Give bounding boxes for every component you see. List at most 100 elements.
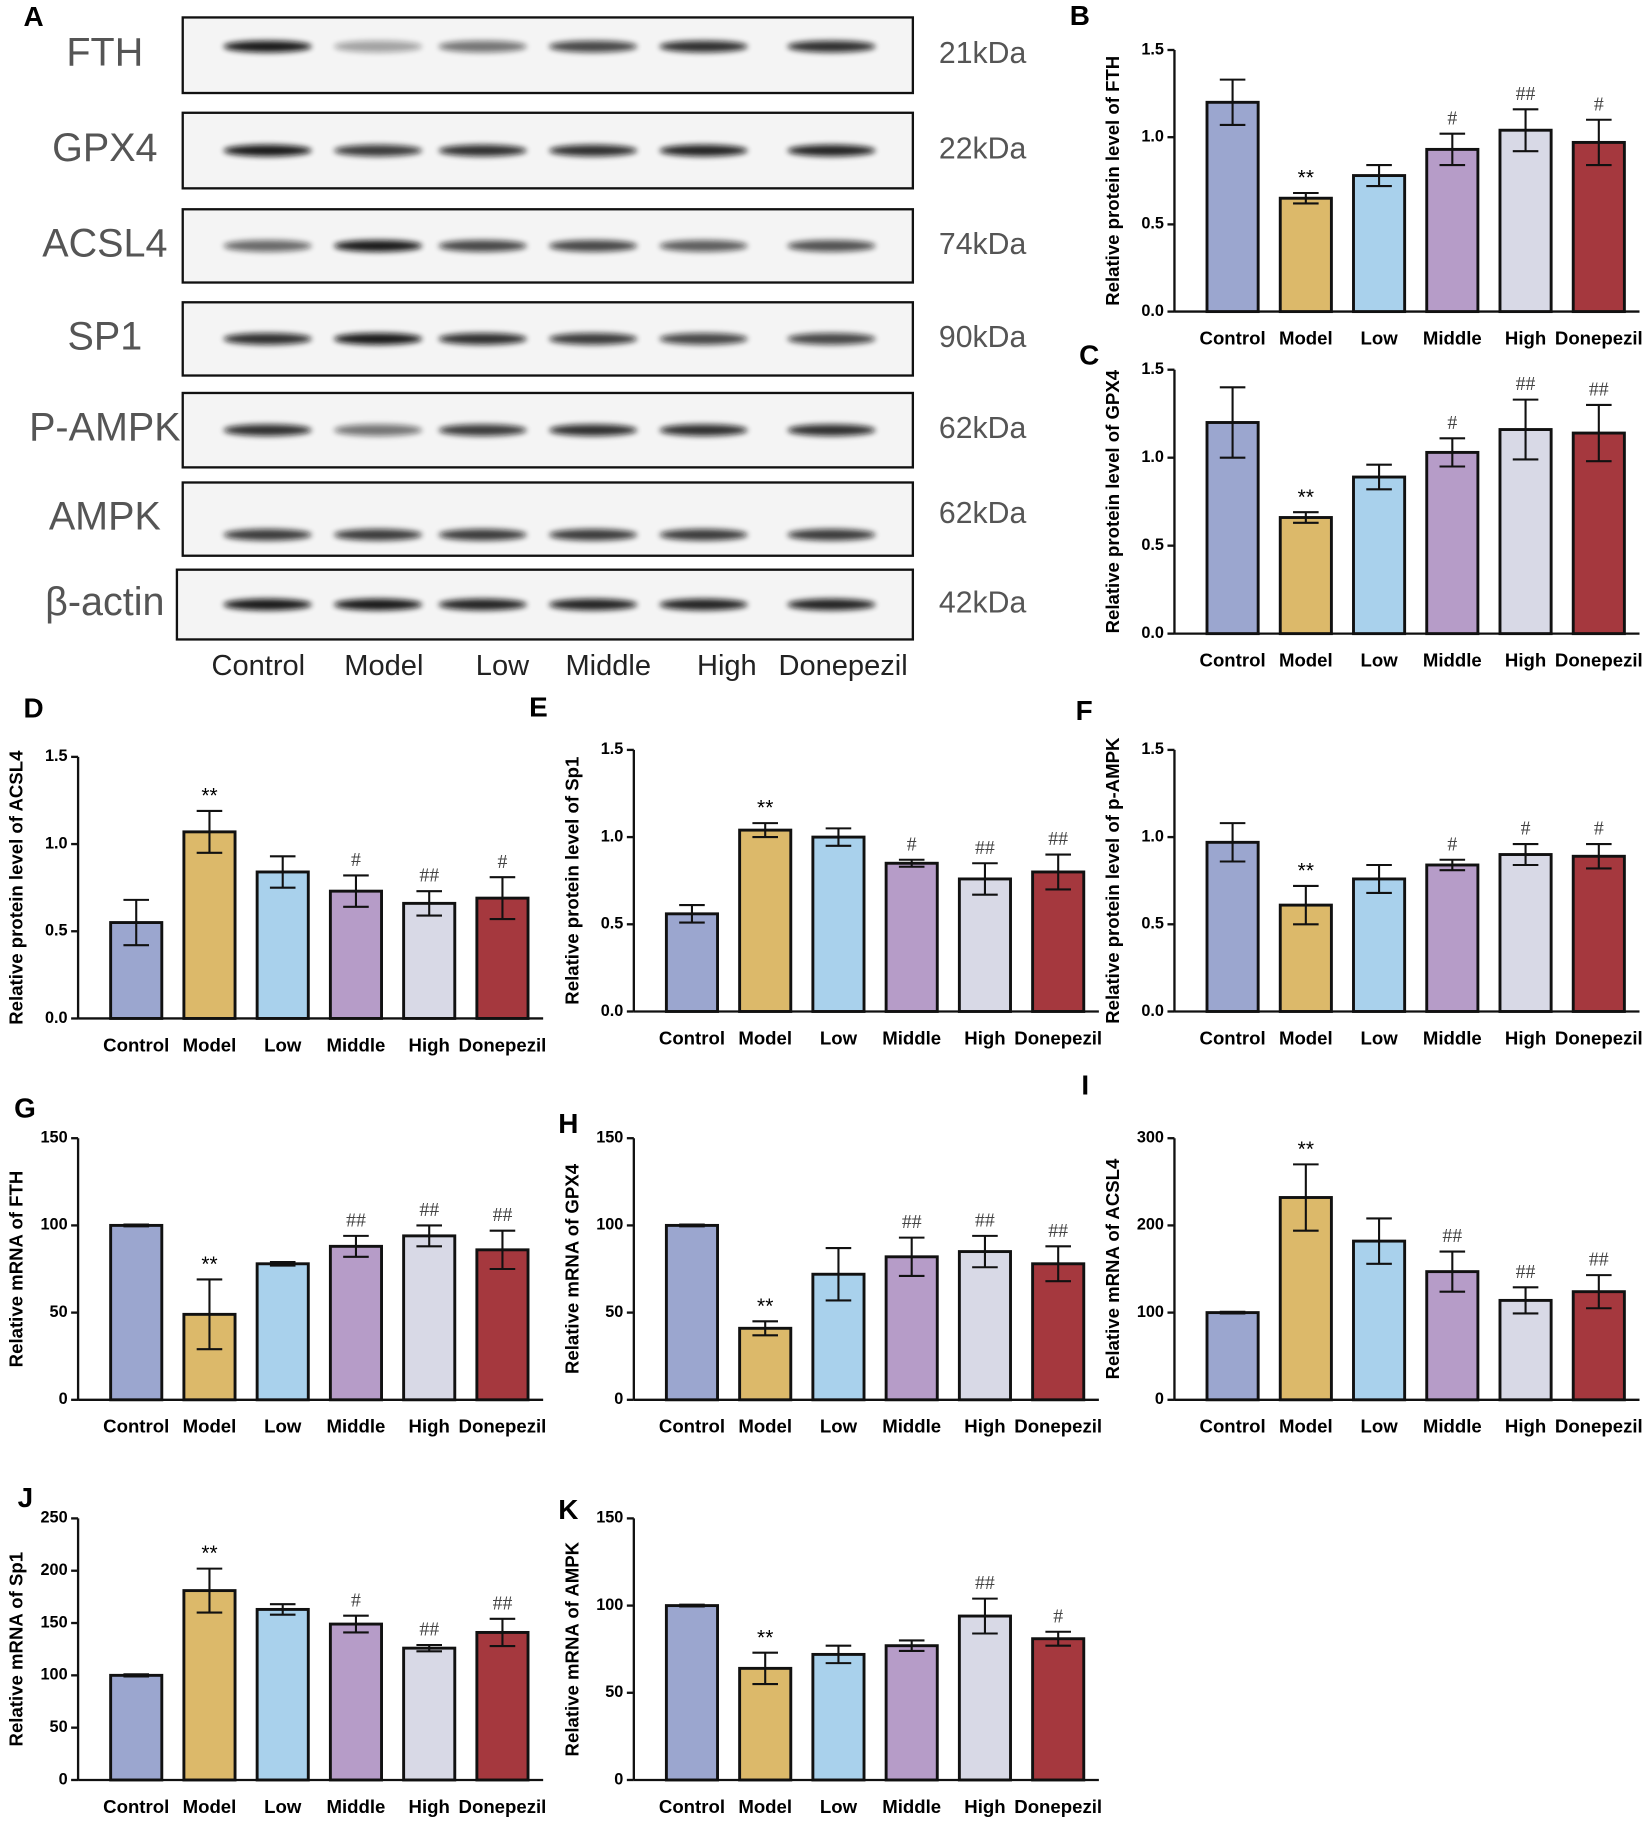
bar [1205,100,1260,314]
bar [1278,516,1333,636]
bar [664,1604,719,1782]
blot-band [333,144,423,157]
significance-mark: # [351,1589,361,1611]
x-tick-label: Middle [882,1416,941,1437]
significance-mark: ## [493,1204,513,1226]
y-tick-label: 150 [40,1613,67,1631]
x-tick-label: Middle [882,1027,941,1048]
bar [957,1614,1012,1782]
y-tick-label: 0 [59,1770,68,1788]
panel-letter: B [1070,0,1090,31]
blot-band [659,528,748,541]
bar [1498,1298,1553,1402]
significance-mark: ** [201,785,217,808]
blot-band [787,144,876,157]
bar [1205,1311,1260,1402]
x-tick-label: High [964,1416,1005,1437]
y-tick-label: 0 [614,1770,623,1788]
bar [182,1589,237,1782]
x-tick-label: Donepezil [1555,327,1643,348]
y-tick-label: 0.0 [1141,1002,1164,1020]
significance-mark: # [1594,818,1604,840]
bar [1352,877,1407,1013]
blot-band [548,598,638,611]
x-tick-label: Model [1279,327,1333,348]
y-tick-label: 0.5 [601,915,624,933]
protein-label: ACSL4 [42,221,167,265]
significance-mark: ## [1516,83,1536,105]
significance-mark: # [1447,412,1457,434]
blot-band [438,598,527,611]
y-tick-label: 150 [40,1129,67,1147]
x-tick-label: Model [738,1027,792,1048]
bar [957,877,1012,1013]
panel-letter: D [23,693,43,724]
x-tick-label: Control [659,1796,725,1817]
y-tick-label: 300 [1137,1129,1164,1147]
blot-band [223,333,312,345]
y-tick-label: 0 [1155,1390,1164,1408]
panel-letter: I [1081,1069,1089,1100]
x-tick-label: Low [264,1796,302,1817]
x-tick-label: Control [1200,1416,1266,1437]
y-tick-label: 50 [50,1718,68,1736]
y-axis-label: Relative mRNA of GPX4 [561,1163,582,1374]
x-tick-label: Donepezil [459,1416,547,1437]
x-tick-label: Low [1360,1027,1398,1048]
bar [255,1262,310,1402]
y-axis-label: Relative protein level of FTH [1102,56,1123,306]
y-tick-label: 1.5 [1141,740,1164,758]
x-tick-label: Model [1279,1027,1333,1048]
bar [255,1607,310,1782]
x-tick-label: Model [183,1796,237,1817]
x-tick-label: Donepezil [459,1796,547,1817]
y-tick-label: 250 [40,1509,67,1527]
panel-letter: F [1076,695,1093,726]
y-tick-label: 0.0 [601,1002,624,1020]
blot-band [659,144,748,157]
significance-mark: ## [975,1209,995,1231]
y-tick-label: 200 [1137,1216,1164,1234]
significance-mark: # [1447,107,1457,129]
y-tick-label: 100 [596,1596,623,1614]
protein-label: FTH [66,31,143,75]
bar [1031,1637,1086,1782]
protein-label: P-AMPK [29,406,181,450]
x-tick-label: Control [103,1416,169,1437]
blot-band [438,333,527,345]
significance-mark: ** [1298,860,1314,883]
x-tick-label: Low [264,1416,302,1437]
x-tick-label: Model [183,1416,237,1437]
blot-band [223,144,312,157]
bar [1571,431,1626,636]
blot-band [438,40,527,53]
blot-band [787,40,876,53]
protein-label: AMPK [49,495,161,539]
blot-band [659,598,748,611]
blot-band [223,528,312,541]
blot-band [659,240,748,252]
bar [1425,863,1480,1013]
x-tick-label: Middle [1423,1416,1482,1437]
significance-mark: ** [757,1295,773,1318]
panel-letter: H [558,1108,578,1139]
significance-mark: ** [1298,486,1314,509]
significance-mark: ## [493,1592,513,1614]
panel-letter: C [1079,339,1099,370]
x-tick-label: High [1505,649,1546,670]
bar [1205,840,1260,1013]
x-tick-label: Model [738,1796,792,1817]
significance-mark: ** [757,1626,773,1649]
y-tick-label: 50 [50,1303,68,1321]
blot-band [659,333,748,345]
x-tick-label: Low [1360,1416,1398,1437]
x-tick-label: High [409,1416,450,1437]
bar [402,901,457,1020]
y-tick-label: 1.0 [1141,827,1164,845]
x-tick-label: Model [1279,649,1333,670]
x-tick-label: Donepezil [1555,649,1643,670]
y-tick-label: 0 [614,1390,623,1408]
bar [664,1223,719,1402]
significance-mark: ** [1298,1138,1314,1161]
bar [1352,1239,1407,1402]
